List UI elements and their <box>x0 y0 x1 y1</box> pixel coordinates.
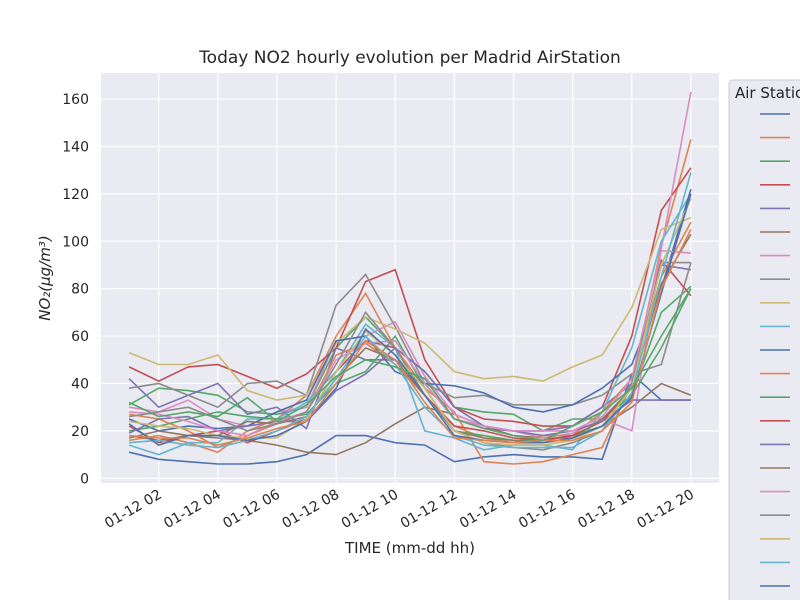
x-tick-label: 01-12 14 <box>457 487 520 532</box>
chart-title: Today NO2 hourly evolution per Madrid Ai… <box>198 48 621 68</box>
plot-area <box>101 73 719 483</box>
y-tick-label: 100 <box>62 234 89 250</box>
series-line <box>128 216 692 401</box>
y-tick-label: 160 <box>62 92 89 108</box>
x-tick-label: 01-12 02 <box>102 487 165 532</box>
y-tick-label: 20 <box>71 424 89 440</box>
x-axis-label: TIME (mm-dd hh) <box>344 539 475 557</box>
y-tick-label: 0 <box>80 471 89 487</box>
x-tick-label: 01-12 20 <box>634 487 697 532</box>
y-tick-label: 120 <box>62 187 89 203</box>
series-line <box>128 262 692 409</box>
series-line <box>129 249 691 437</box>
y-tick-label: 80 <box>71 282 89 298</box>
series-line <box>129 172 692 449</box>
x-tick-label: 01-12 16 <box>516 487 579 532</box>
x-tick-label: 01-12 08 <box>280 487 343 532</box>
x-tick-label: 01-12 12 <box>398 487 461 532</box>
series-line <box>128 139 692 465</box>
x-tick-label: 01-12 04 <box>161 487 224 532</box>
x-tick-label: 01-12 06 <box>220 487 283 532</box>
legend-title: Air Station <box>735 84 800 102</box>
y-axis-label: NO₂(μg/m³) <box>36 235 54 321</box>
y-tick-label: 40 <box>71 376 89 392</box>
y-tick-label: 140 <box>62 139 89 155</box>
x-tick-label: 01-12 10 <box>339 487 402 532</box>
series-line <box>128 193 692 446</box>
y-tick-label: 60 <box>71 329 89 345</box>
series-line <box>128 372 691 465</box>
series-line <box>128 288 692 442</box>
series-line <box>128 233 692 444</box>
x-tick-label: 01-12 18 <box>575 487 638 532</box>
legend-box <box>728 79 800 600</box>
series-line <box>129 229 692 446</box>
